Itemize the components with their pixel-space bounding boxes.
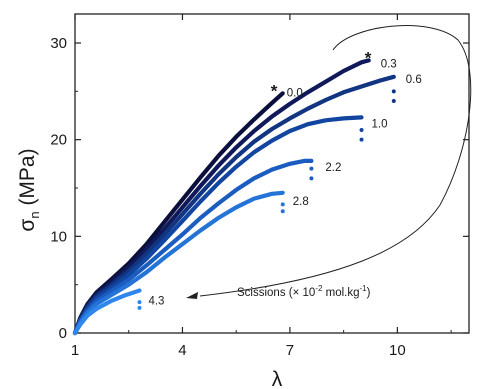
series-line — [72, 288, 142, 336]
y-tick-label: 30 — [50, 35, 67, 52]
fracture-star-marker: * — [271, 81, 278, 100]
fracture-point — [137, 305, 142, 310]
fracture-point — [280, 209, 285, 214]
fracture-star-marker: * — [365, 48, 372, 67]
x-tick-label: 4 — [178, 342, 186, 359]
scissions-annotation: Scissions (× 10-2 mol.kg-1) — [237, 284, 371, 299]
scission-trend-curve — [199, 25, 472, 297]
fracture-point — [137, 300, 142, 305]
series-label: 0.6 — [406, 74, 422, 86]
series-line — [72, 115, 364, 336]
fracture-point — [359, 128, 364, 132]
x-tick-label: 7 — [286, 342, 294, 359]
fracture-point — [391, 99, 396, 103]
series-label: 4.3 — [148, 295, 164, 307]
plot-frame — [74, 13, 470, 334]
y-axis-title: σn (MPa) — [16, 148, 42, 231]
fracture-point — [309, 166, 314, 171]
series-1.0 — [72, 115, 364, 336]
fracture-point — [309, 176, 314, 181]
series-layer — [72, 58, 396, 336]
axis-ticks: 1 4 7 10 0 10 20 30 — [50, 14, 469, 359]
series-2.8 — [72, 190, 285, 336]
series-labels: 0.0 * 0.3 * 0.6 1.0 2.2 2.8 4.3 — [148, 48, 421, 307]
series-label: 0.0 — [287, 87, 303, 99]
y-tick-label: 20 — [50, 132, 67, 149]
x-axis-title: λ — [272, 368, 283, 389]
plot-border — [74, 13, 470, 334]
fracture-point — [359, 137, 364, 142]
fracture-point — [280, 202, 285, 207]
fracture-point — [391, 89, 396, 94]
series-4.3 — [72, 288, 142, 336]
y-tick-label: 0 — [59, 325, 67, 342]
series-label: 2.8 — [293, 196, 309, 208]
x-tick-label: 1 — [71, 342, 79, 359]
series-label: 0.3 — [381, 58, 397, 70]
trend-arrow-head — [186, 292, 198, 299]
y-tick-label: 10 — [50, 228, 67, 245]
series-line — [72, 190, 285, 336]
x-tick-label: 10 — [389, 342, 406, 359]
series-label: 1.0 — [372, 118, 388, 130]
series-label: 2.2 — [325, 162, 341, 174]
